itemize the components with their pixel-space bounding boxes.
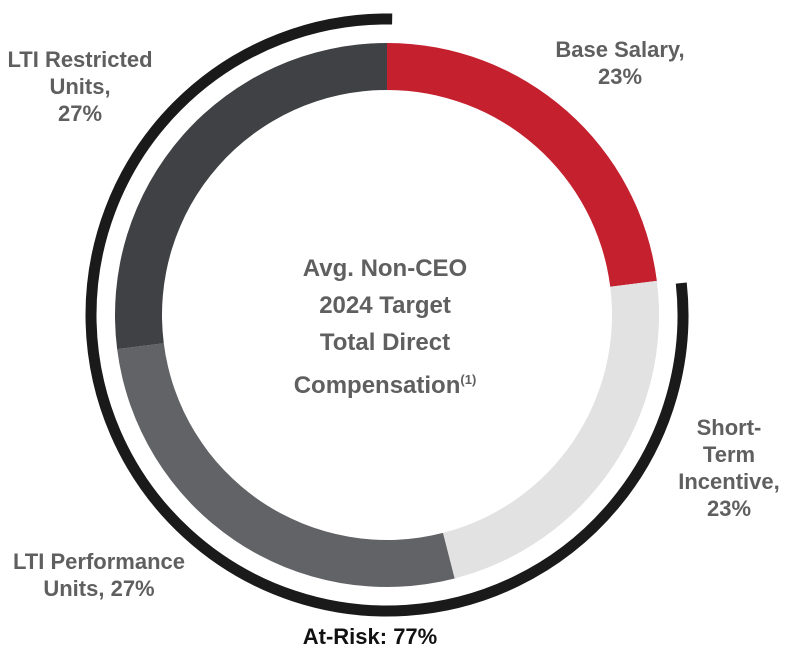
title-footnote-marker: (1) — [460, 372, 477, 387]
slice-label-base-salary: Base Salary, 23% — [555, 37, 685, 89]
at-risk-label: At-Risk: 77% — [302, 624, 438, 649]
slice-label-short-term-incentive: Short- Term Incentive, 23% — [678, 415, 780, 521]
slice-label-lti-restricted-units: LTI Restricted Units, 27% — [7, 47, 153, 126]
chart-title: Avg. Non-CEO 2024 Target Total Direct Co… — [240, 250, 530, 404]
donut-slice-base — [387, 43, 657, 287]
slice-label-lti-performance-units: LTI Performance Units, 27% — [13, 549, 185, 601]
donut-slice-ltip — [117, 343, 455, 587]
title-line: Avg. Non-CEO — [302, 255, 468, 282]
at-risk-bracket-arc — [85, 13, 689, 617]
donut-slice-ltir — [114, 43, 387, 350]
donut-slice-sti — [442, 280, 659, 579]
title-line: Compensation(1) — [293, 372, 477, 399]
title-line: 2024 Target — [319, 292, 451, 319]
title-line: Total Direct — [319, 329, 451, 356]
